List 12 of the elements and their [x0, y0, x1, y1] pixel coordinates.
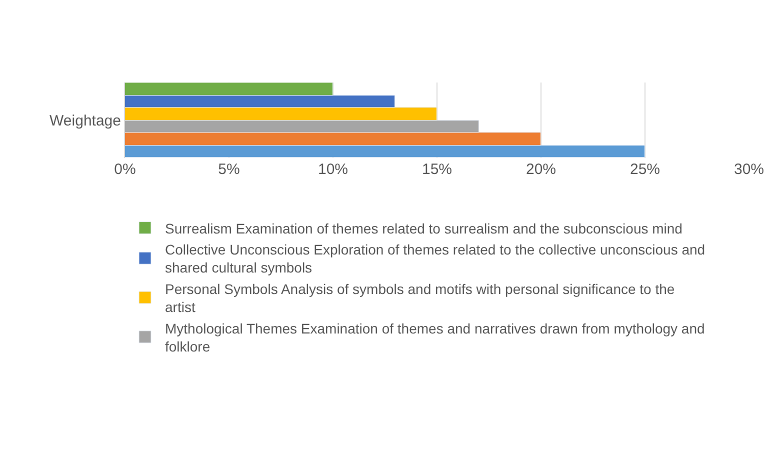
legend-label: Collective Unconscious Exploration of themes related to the collective unconscious and shared cultural symbols — [165, 241, 706, 276]
x-tick-label: 30% — [734, 160, 764, 178]
legend-label: Personal Symbols Analysis of symbols and motifs with personal significance to the artist — [165, 280, 675, 316]
y-tick-label: Weightage — [50, 112, 121, 130]
x-tick-label: 15% — [422, 160, 452, 178]
x-tick-label: 5% — [218, 160, 240, 178]
legend-label: Surrealism Examination of themes related to surrealism and the subconscious mind — [165, 220, 682, 236]
x-tick-label: 20% — [526, 160, 556, 178]
x-tick-label: 25% — [630, 160, 660, 178]
x-tick-label: 10% — [318, 160, 348, 178]
legend-label: Mythological Themes Examination of themes and narratives drawn from mythology and folklore — [165, 320, 705, 354]
x-tick-label: 0% — [114, 160, 136, 178]
